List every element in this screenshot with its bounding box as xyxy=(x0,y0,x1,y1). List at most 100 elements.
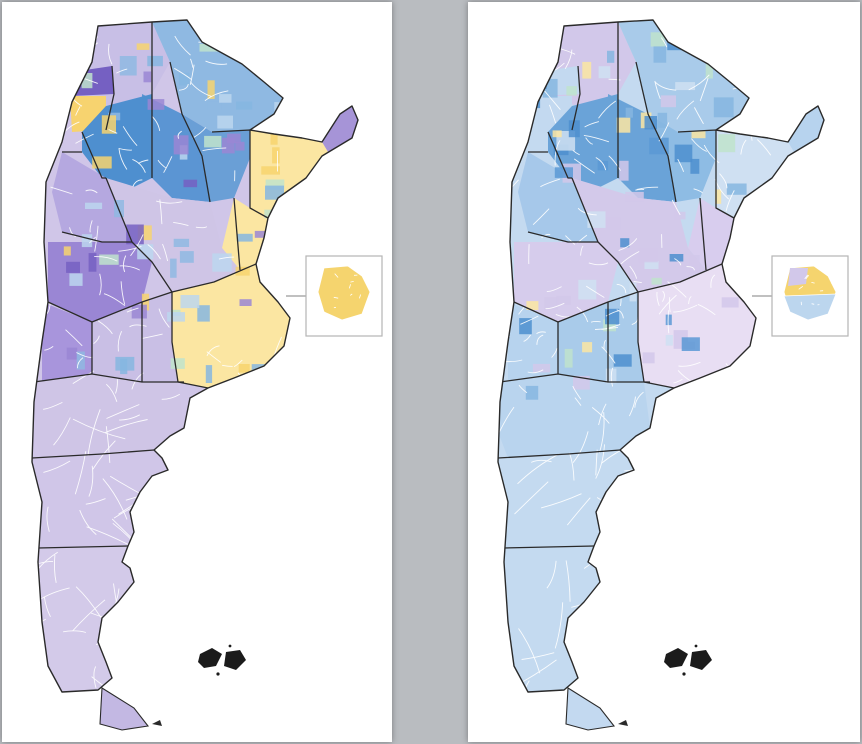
department-patch xyxy=(598,66,611,79)
department-patch xyxy=(566,86,577,96)
department-patch xyxy=(619,160,629,181)
department-patch xyxy=(261,166,280,175)
department-patch xyxy=(197,305,210,322)
department-patch xyxy=(173,135,189,155)
region-center xyxy=(572,178,706,292)
region-cordoba-strip xyxy=(52,152,132,242)
department-patch xyxy=(238,41,256,58)
provinces-layer xyxy=(498,20,824,692)
department-patch xyxy=(519,318,532,335)
tierra-del-fuego xyxy=(565,687,616,731)
department-patch xyxy=(718,134,736,153)
department-patch xyxy=(119,56,137,76)
isla-de-los-estados xyxy=(152,720,162,726)
department-patch xyxy=(236,101,253,110)
department-patch xyxy=(236,233,253,242)
department-patch xyxy=(264,209,272,219)
department-patch xyxy=(205,365,213,383)
department-patch xyxy=(613,354,632,367)
department-patch xyxy=(279,68,300,89)
region-misiones xyxy=(788,106,824,152)
department-patch xyxy=(183,179,198,188)
department-patch xyxy=(101,115,116,134)
department-patch xyxy=(690,158,700,174)
department-patch xyxy=(629,282,637,302)
region-corrientes xyxy=(688,198,734,270)
department-patch xyxy=(589,33,605,42)
department-patch xyxy=(217,115,233,129)
region-patagonia-south xyxy=(38,546,134,692)
region-la-pampa xyxy=(92,292,178,382)
department-patch xyxy=(81,234,93,248)
department-patch xyxy=(674,211,686,220)
department-patch xyxy=(264,243,282,251)
department-patch xyxy=(219,94,232,103)
department-patch xyxy=(578,279,597,300)
region-buenos-aires xyxy=(638,264,756,388)
department-patch xyxy=(740,60,752,77)
department-patch xyxy=(568,120,580,138)
department-patch xyxy=(170,258,177,278)
department-patch xyxy=(147,55,163,67)
department-patch xyxy=(180,295,200,309)
department-patch xyxy=(179,251,194,263)
region-patagonia-north xyxy=(32,374,184,458)
department-patch xyxy=(674,144,693,163)
department-patch xyxy=(681,337,700,351)
department-patch xyxy=(691,130,706,139)
department-patch xyxy=(265,179,285,190)
department-patch xyxy=(131,304,147,319)
department-patch xyxy=(625,107,633,118)
department-patch xyxy=(713,97,734,118)
department-patch xyxy=(272,147,280,164)
department-patch xyxy=(221,137,235,154)
department-patch xyxy=(650,32,665,47)
department-patch xyxy=(526,301,539,310)
department-patch xyxy=(207,101,222,110)
department-patch xyxy=(665,335,673,346)
department-patch xyxy=(665,314,672,326)
department-patch xyxy=(649,137,669,155)
country-outline xyxy=(497,19,825,693)
tierra-del-fuego xyxy=(99,687,150,731)
provinces-layer xyxy=(32,20,358,692)
department-patch xyxy=(263,253,275,263)
argentina-map-left xyxy=(31,19,383,731)
department-patch xyxy=(141,293,150,311)
department-patch xyxy=(743,121,751,128)
department-patch xyxy=(277,274,293,282)
department-patch xyxy=(238,364,250,373)
department-patch xyxy=(254,230,273,238)
department-patch xyxy=(644,261,659,269)
department-patch xyxy=(644,116,657,130)
department-patch xyxy=(204,135,222,148)
map-panel-right xyxy=(468,2,860,742)
department-patch xyxy=(620,238,630,248)
department-patch xyxy=(99,254,119,265)
department-patch xyxy=(660,95,676,108)
department-patch xyxy=(726,183,747,195)
department-patch xyxy=(66,347,78,360)
argentina-map-right xyxy=(497,19,849,731)
department-patch xyxy=(564,348,573,368)
department-patch xyxy=(212,253,232,272)
department-patch xyxy=(554,167,573,178)
department-patch xyxy=(625,191,644,202)
department-patch xyxy=(537,58,553,68)
department-patch xyxy=(173,238,190,247)
department-patch xyxy=(638,248,658,263)
department-patch xyxy=(207,80,215,99)
department-patch xyxy=(675,82,696,91)
department-patch xyxy=(63,246,71,256)
department-patch xyxy=(137,244,154,260)
region-misiones xyxy=(322,106,358,152)
department-patch xyxy=(191,48,201,66)
department-patch xyxy=(556,295,571,305)
department-patch xyxy=(199,43,219,52)
region-patagonia-mid xyxy=(32,450,168,548)
department-patch xyxy=(689,255,700,273)
department-patch xyxy=(235,141,245,151)
map-panel-left xyxy=(2,2,392,742)
malvinas-islands xyxy=(664,644,712,676)
